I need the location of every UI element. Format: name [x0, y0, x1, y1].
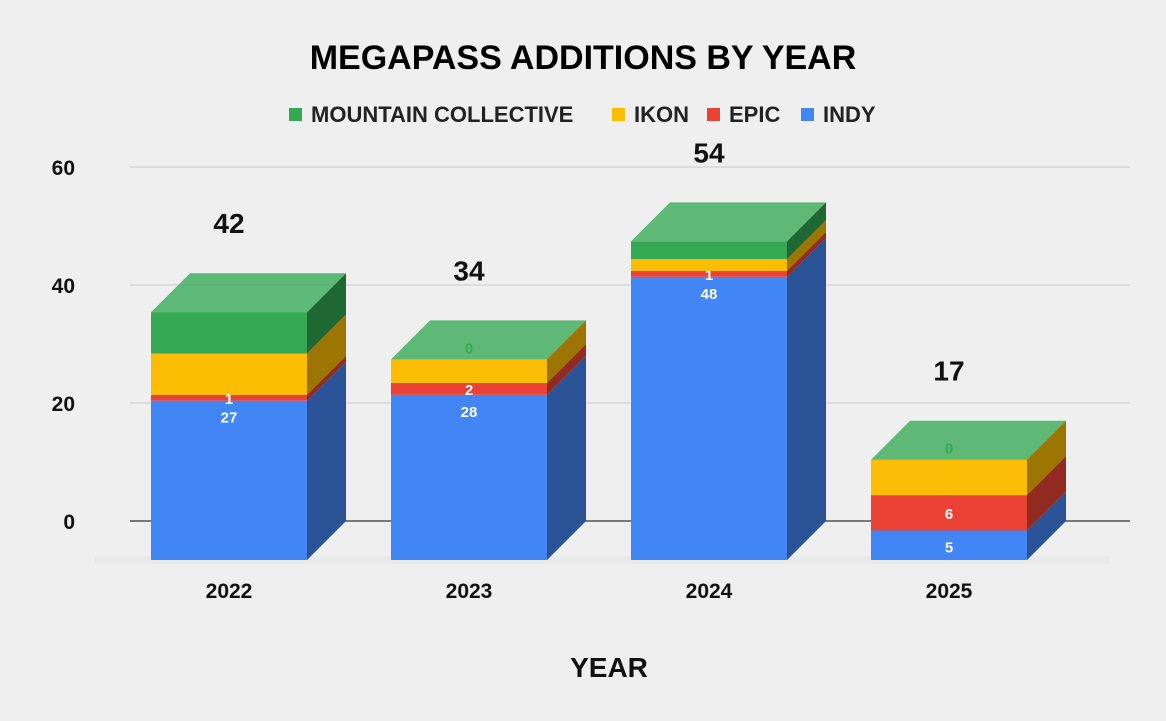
total-label-2024: 54	[693, 137, 725, 168]
x-axis: 2022 2023 2024 2025	[206, 580, 973, 603]
legend-item-epic: EPIC	[707, 102, 780, 127]
legend-swatch	[289, 108, 302, 121]
data-label-mountain-collective-2022: 7	[225, 326, 233, 343]
data-label-ikon-2025: 6	[945, 470, 953, 487]
bar-side-ikon-2023	[547, 320, 586, 383]
bar-top-2022	[151, 273, 346, 313]
data-label-ikon-2024: 2	[705, 258, 713, 275]
data-label-indy-2022: 27	[221, 410, 238, 427]
bar-side-indy-2025	[1027, 491, 1066, 560]
bar-side-epic-2024	[787, 231, 826, 277]
bar-group-2024: 48 123 54	[631, 137, 826, 561]
data-label-indy-2023: 28	[461, 404, 478, 421]
total-label-2023: 34	[453, 255, 485, 286]
data-label-ikon-2022: 7	[225, 367, 233, 384]
data-label-mountain-collective-2023: 0	[465, 340, 473, 357]
bar-ikon-2023	[391, 359, 547, 383]
y-tick-label: 40	[52, 275, 75, 298]
data-label-epic-2024: 1	[705, 267, 713, 284]
bar-side-ikon-2022	[307, 314, 346, 395]
data-label-ikon-2023: 4	[465, 364, 474, 381]
legend-label: EPIC	[729, 102, 780, 127]
bar-side-epic-2022	[307, 355, 346, 401]
data-label-epic-2022: 1	[225, 391, 233, 408]
bar-epic-2025	[871, 495, 1027, 531]
legend: MOUNTAIN COLLECTIVE IKON EPIC INDY	[289, 102, 876, 127]
bar-top-2024	[631, 202, 826, 242]
bar-side-ikon-2024	[787, 220, 826, 271]
bar-ikon-2025	[871, 459, 1027, 496]
total-label-2025: 17	[933, 356, 964, 387]
bar-side-ikon-2025	[1027, 420, 1066, 496]
x-axis-label: YEAR	[570, 652, 648, 683]
x-tick-label-2022: 2022	[206, 580, 253, 603]
bar-epic-2023	[391, 383, 547, 395]
legend-item-mountain-collective: MOUNTAIN COLLECTIVE	[289, 102, 573, 127]
x-tick-label-2025: 2025	[926, 580, 973, 603]
bar-side-indy-2022	[307, 361, 346, 560]
y-axis: 0 20 40 60	[52, 157, 75, 534]
bar-side-indy-2023	[547, 355, 586, 560]
floor	[95, 556, 1110, 564]
data-label-epic-2025: 6	[945, 506, 953, 523]
bar-side-mountain-collective-2022	[307, 273, 346, 354]
legend-swatch	[707, 108, 720, 121]
x-tick-label-2024: 2024	[686, 580, 733, 603]
bar-top-2025	[871, 420, 1066, 460]
y-tick-label: 20	[52, 393, 75, 416]
bar-side-mountain-collective-2024	[787, 202, 826, 260]
total-label-2022: 42	[213, 208, 244, 239]
bar-top-2023	[391, 320, 586, 360]
legend-label: INDY	[823, 102, 876, 127]
chart-title: MEGAPASS ADDITIONS BY YEAR	[310, 39, 857, 77]
bar-side-epic-2023	[547, 344, 586, 395]
bar-ikon-2022	[151, 353, 307, 395]
y-tick-label: 0	[63, 511, 75, 534]
data-label-indy-2024: 48	[701, 286, 718, 303]
data-label-mountain-collective-2024: 3	[705, 243, 713, 260]
bar-indy-2025	[871, 530, 1027, 560]
bar-epic-2024	[631, 270, 787, 277]
legend-label: MOUNTAIN COLLECTIVE	[311, 102, 573, 127]
bar-epic-2022	[151, 394, 307, 401]
legend-label: IKON	[634, 102, 689, 127]
data-label-epic-2023: 2	[465, 382, 473, 399]
data-label-mountain-collective-2025: 0	[945, 441, 953, 458]
data-label-indy-2025: 5	[945, 540, 953, 557]
bar-indy-2022	[151, 400, 307, 560]
bar-ikon-2024	[631, 259, 787, 271]
bar-side-indy-2024	[787, 237, 826, 561]
legend-swatch	[612, 108, 625, 121]
bar-indy-2023	[391, 394, 547, 560]
y-tick-label: 60	[52, 157, 75, 180]
bar-group-2023: 28 24 0 34	[391, 255, 586, 560]
bar-side-epic-2025	[1027, 456, 1066, 531]
x-tick-label-2023: 2023	[446, 580, 493, 603]
bar-mountain-collective-2022	[151, 312, 307, 354]
bar-group-2025: 5 6 6 0 17	[871, 356, 1066, 560]
bar-mountain-collective-2024	[631, 241, 787, 260]
legend-swatch	[801, 108, 814, 121]
legend-item-indy: INDY	[801, 102, 876, 127]
legend-item-ikon: IKON	[612, 102, 689, 127]
bar-indy-2024	[631, 276, 787, 560]
